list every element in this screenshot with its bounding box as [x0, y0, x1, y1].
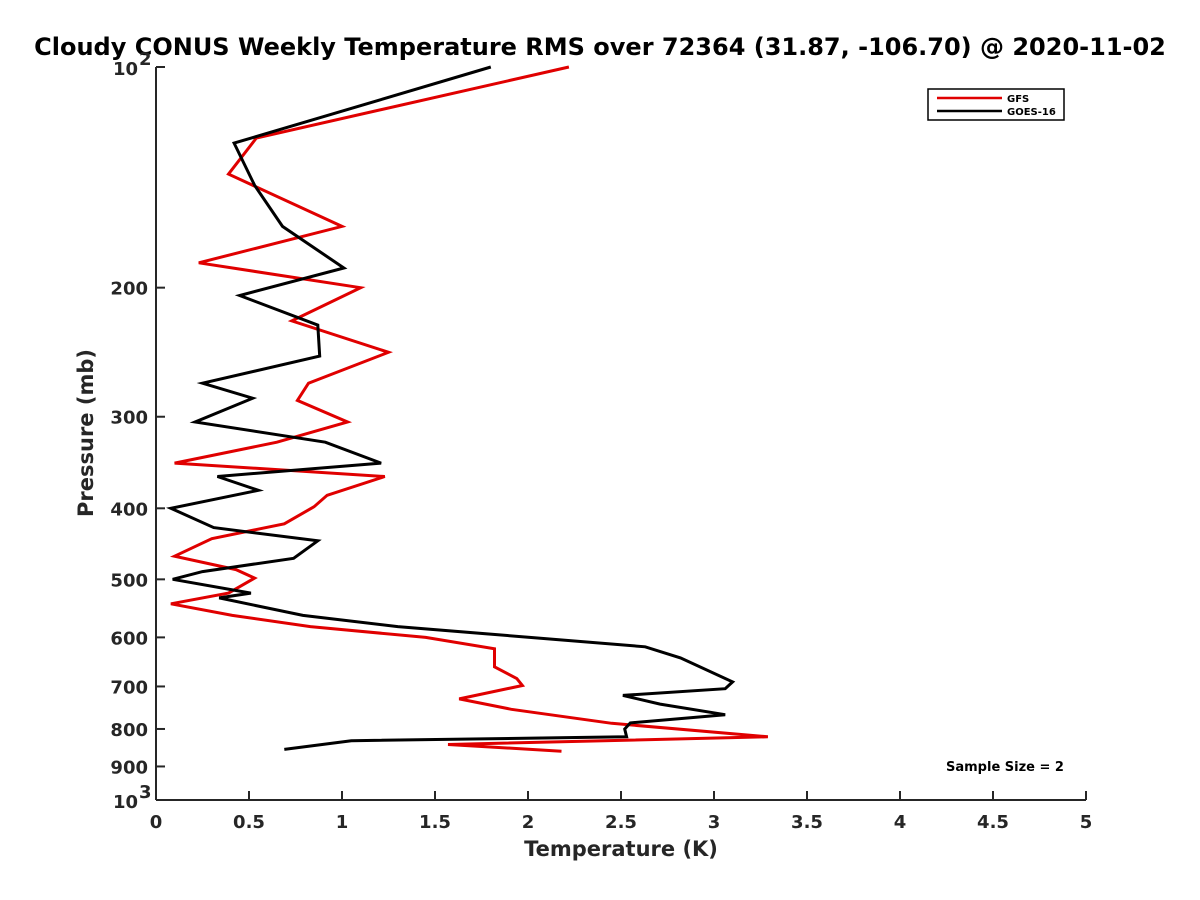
x-tick-label: 3.5 [791, 812, 823, 833]
series-line-goes-16 [166, 65, 736, 751]
legend-box [927, 88, 1065, 121]
y-axis-label: Pressure (mb) [74, 349, 98, 517]
legend-label-goes-16: GOES-16 [1007, 107, 1056, 118]
x-tick-label: 0.5 [233, 812, 265, 833]
y-tick-label: 10 2 [113, 49, 152, 80]
x-tick-label: 2 [522, 812, 535, 833]
x-tick-label: 2.5 [605, 812, 637, 833]
x-tick-label: 5 [1080, 812, 1093, 833]
sample-size-annotation: Sample Size = 2 [946, 760, 1064, 775]
y-tick-label: 900 [110, 757, 148, 778]
y-tick-label: 800 [110, 720, 148, 741]
y-tick-label-exponent: 2 [139, 49, 152, 70]
y-tick-label-base: 10 [113, 59, 138, 80]
y-tick-label: 300 [110, 408, 148, 429]
y-tick-label: 700 [110, 677, 148, 698]
x-tick-label: 1.5 [419, 812, 451, 833]
y-tick-label: 10 3 [113, 782, 152, 813]
series-layer [166, 65, 769, 753]
legend-label-gfs: GFS [1007, 94, 1029, 105]
x-tick-label: 4.5 [977, 812, 1009, 833]
y-tick-label: 400 [110, 499, 148, 520]
x-tick-label: 0 [150, 812, 163, 833]
y-tick-label-exponent: 3 [139, 782, 152, 803]
x-axis-ticks: 0 0.5 1 1.5 2 2.5 3 3.5 4 4.5 5 [150, 791, 1093, 833]
y-tick-label-base: 10 [113, 792, 138, 813]
y-tick-label: 500 [110, 570, 148, 591]
x-tick-label: 1 [336, 812, 349, 833]
series-line-gfs [169, 65, 769, 753]
legend: GFS GOES-16 [927, 88, 1065, 121]
x-axis-label: Temperature (K) [524, 837, 718, 861]
x-tick-label: 4 [894, 812, 907, 833]
y-tick-label: 200 [110, 279, 148, 300]
y-tick-label: 600 [110, 628, 148, 649]
x-tick-label: 3 [708, 812, 721, 833]
chart-title: Cloudy CONUS Weekly Temperature RMS over… [34, 33, 1166, 61]
